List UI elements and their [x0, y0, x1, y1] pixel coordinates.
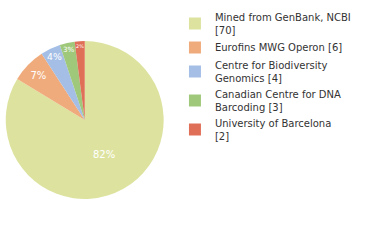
svg-text:Centre for BiodiversityGenomic: Centre for BiodiversityGenomics [4]	[215, 60, 328, 84]
svg-text:University of Barcelona[2]: University of Barcelona[2]	[215, 118, 331, 142]
svg-text:82%: 82%	[93, 149, 115, 160]
svg-text:Mined from GenBank, NCBI[70]: Mined from GenBank, NCBI[70]	[215, 12, 351, 36]
svg-text:2%: 2%	[76, 43, 84, 49]
svg-text:3%: 3%	[63, 45, 75, 54]
svg-text:7%: 7%	[30, 70, 46, 81]
svg-text:Eurofins MWG Operon [6]: Eurofins MWG Operon [6]	[215, 42, 342, 53]
svg-text:Canadian Centre for DNABarcodi: Canadian Centre for DNABarcoding [3]	[215, 89, 341, 113]
svg-text:4%: 4%	[47, 51, 62, 62]
